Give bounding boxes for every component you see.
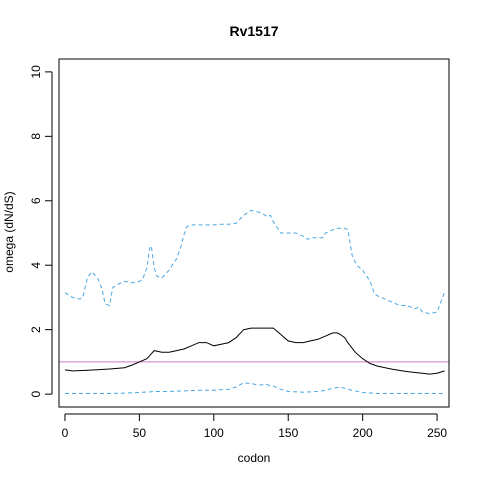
series-line-lower xyxy=(65,382,445,394)
y-axis: 0 2 4 6 8 10 xyxy=(29,65,53,397)
x-tick-label: 100 xyxy=(204,426,224,440)
x-axis: 0 50 100 150 200 250 xyxy=(62,413,447,440)
y-axis-label: omega (dN/dS) xyxy=(2,191,16,272)
chart-title: Rv1517 xyxy=(229,23,278,39)
plot-area xyxy=(59,209,449,394)
x-tick-label: 200 xyxy=(353,426,373,440)
x-tick-label: 50 xyxy=(133,426,147,440)
x-tick-label: 150 xyxy=(278,426,298,440)
series-line-upper xyxy=(64,209,445,315)
y-tick-label: 0 xyxy=(29,390,43,397)
y-tick-label: 4 xyxy=(29,262,43,269)
plot-frame xyxy=(58,58,450,408)
series-line-mean xyxy=(64,327,445,375)
y-tick-label: 10 xyxy=(29,65,43,79)
y-tick-label: 6 xyxy=(29,197,43,204)
x-tick-label: 0 xyxy=(62,426,69,440)
x-axis-label: codon xyxy=(238,451,271,465)
y-tick-label: 8 xyxy=(29,133,43,140)
x-tick-label: 250 xyxy=(427,426,447,440)
y-tick-label: 2 xyxy=(29,326,43,333)
